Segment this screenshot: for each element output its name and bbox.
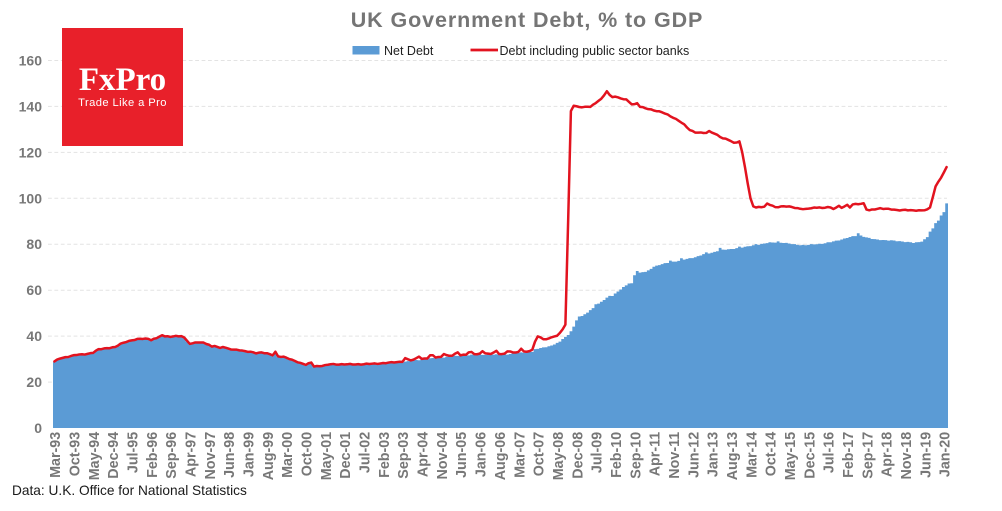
svg-text:Mar-93: Mar-93 (48, 432, 64, 478)
svg-text:Jun-19: Jun-19 (918, 432, 934, 478)
svg-text:Aug-99: Aug-99 (261, 432, 277, 481)
svg-text:Apr-04: Apr-04 (416, 432, 432, 477)
svg-text:80: 80 (26, 236, 42, 252)
svg-text:Feb-17: Feb-17 (841, 432, 857, 478)
svg-text:Feb-96: Feb-96 (145, 432, 161, 478)
svg-text:Jan-06: Jan-06 (474, 432, 490, 477)
svg-text:Jul-16: Jul-16 (822, 432, 838, 473)
svg-text:Net Debt: Net Debt (384, 44, 434, 58)
svg-text:Jul-02: Jul-02 (358, 432, 374, 473)
svg-text:Dec-01: Dec-01 (338, 432, 354, 479)
svg-text:Feb-10: Feb-10 (609, 432, 625, 478)
svg-text:Jan-99: Jan-99 (242, 432, 258, 477)
svg-text:Sep-10: Sep-10 (628, 432, 644, 479)
svg-text:UK Government Debt, % to GDP: UK Government Debt, % to GDP (351, 8, 704, 32)
svg-text:May-15: May-15 (783, 432, 799, 481)
svg-text:May-08: May-08 (551, 432, 567, 481)
svg-text:Dec-15: Dec-15 (802, 432, 818, 479)
svg-text:May-94: May-94 (87, 432, 103, 481)
svg-text:Dec-94: Dec-94 (106, 432, 122, 479)
svg-text:Data: U.K. Office for National: Data: U.K. Office for National Statistic… (12, 483, 247, 498)
svg-text:Jun-05: Jun-05 (454, 432, 470, 478)
svg-text:Nov-97: Nov-97 (203, 432, 219, 480)
svg-text:Mar-14: Mar-14 (744, 432, 760, 478)
svg-text:60: 60 (26, 282, 42, 298)
svg-text:100: 100 (19, 190, 43, 206)
svg-text:Apr-97: Apr-97 (184, 432, 200, 477)
svg-text:Mar-07: Mar-07 (512, 432, 528, 478)
svg-text:Oct-14: Oct-14 (764, 432, 780, 477)
svg-text:Aug-06: Aug-06 (493, 432, 509, 481)
svg-text:Aug-13: Aug-13 (725, 432, 741, 481)
svg-text:Jul-95: Jul-95 (126, 432, 142, 473)
svg-text:Nov-18: Nov-18 (899, 432, 915, 480)
svg-text:Oct-00: Oct-00 (300, 432, 316, 477)
svg-text:Sep-96: Sep-96 (164, 432, 180, 479)
svg-text:FxPro: FxPro (79, 62, 166, 98)
svg-text:Trade Like a Pro: Trade Like a Pro (78, 97, 167, 109)
svg-text:Sep-03: Sep-03 (396, 432, 412, 479)
svg-text:120: 120 (19, 144, 43, 160)
svg-text:Oct-93: Oct-93 (68, 432, 84, 477)
svg-text:Jul-09: Jul-09 (590, 432, 606, 473)
svg-text:Apr-11: Apr-11 (648, 432, 664, 477)
svg-text:Sep-17: Sep-17 (860, 432, 876, 479)
svg-text:140: 140 (19, 98, 43, 114)
svg-text:Jun-98: Jun-98 (222, 432, 238, 478)
svg-text:Oct-07: Oct-07 (532, 432, 548, 477)
svg-text:Jan-13: Jan-13 (706, 432, 722, 477)
svg-text:Dec-08: Dec-08 (570, 432, 586, 479)
svg-text:Nov-11: Nov-11 (667, 432, 683, 479)
svg-text:Apr-18: Apr-18 (880, 432, 896, 477)
svg-text:Jan-20: Jan-20 (938, 432, 954, 477)
svg-text:40: 40 (26, 328, 42, 344)
svg-text:20: 20 (26, 374, 42, 390)
svg-text:Nov-04: Nov-04 (435, 432, 451, 480)
svg-text:0: 0 (34, 420, 42, 436)
svg-text:160: 160 (19, 53, 43, 69)
svg-text:Jun-12: Jun-12 (686, 432, 702, 478)
svg-text:Debt including public sector b: Debt including public sector banks (500, 44, 690, 58)
svg-text:Feb-03: Feb-03 (377, 432, 393, 478)
svg-text:May-01: May-01 (319, 432, 335, 481)
svg-text:Mar-00: Mar-00 (280, 432, 296, 478)
